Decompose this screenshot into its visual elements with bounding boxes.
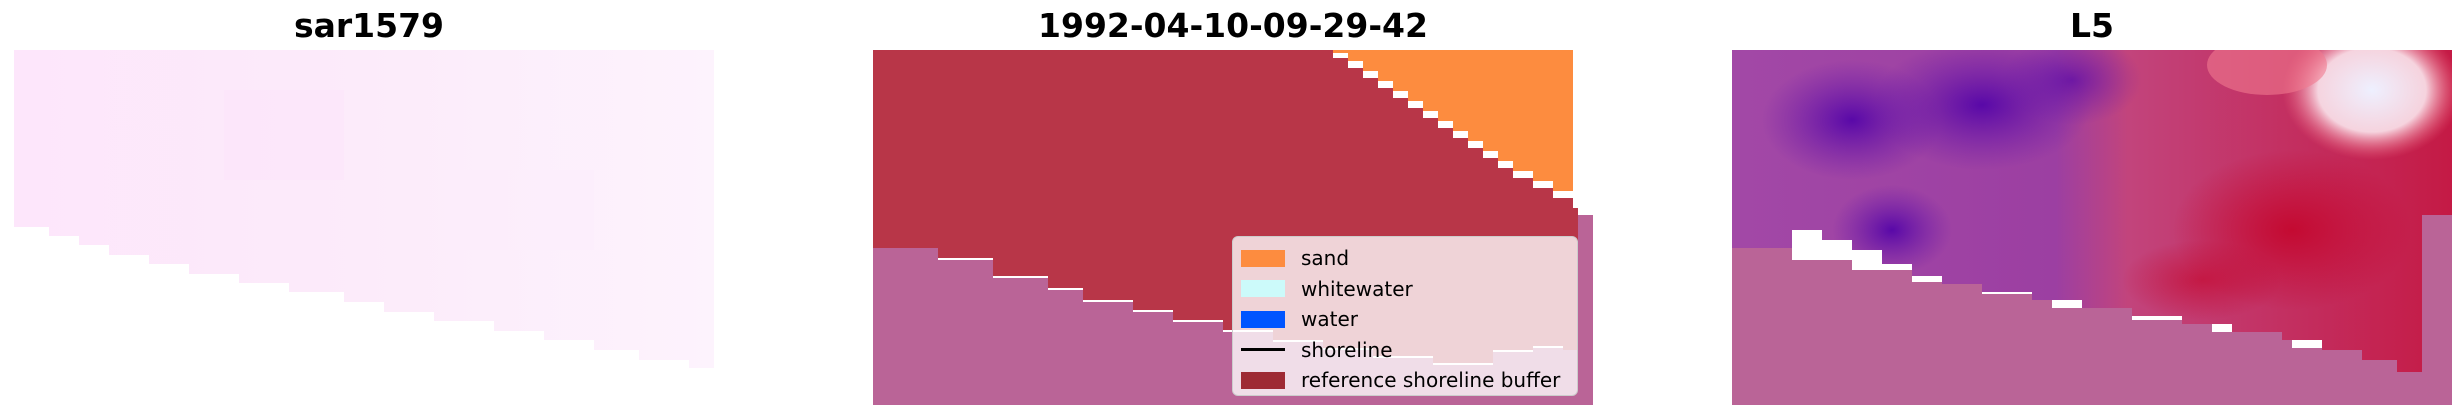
legend-label: water bbox=[1301, 307, 1358, 332]
legend-item: whitewater bbox=[1241, 274, 1569, 305]
rgb-image-patch bbox=[224, 90, 344, 180]
panel-title-index: L5 bbox=[2070, 6, 2114, 45]
legend-label: whitewater bbox=[1301, 276, 1413, 301]
legend-color-swatch bbox=[1241, 249, 1285, 267]
legend-label: reference shoreline buffer bbox=[1301, 368, 1561, 393]
panel-title-rgb: sar1579 bbox=[293, 6, 445, 45]
legend-color-swatch bbox=[1241, 280, 1285, 298]
rgb-image-panel bbox=[14, 50, 714, 368]
legend-item: water bbox=[1241, 304, 1569, 335]
panel-title-classification: 1992-04-10-09-29-42 bbox=[1038, 6, 1428, 45]
legend: sand whitewater water shoreline reference sh… bbox=[1232, 236, 1578, 396]
index-image-panel bbox=[1732, 50, 2452, 405]
legend-item: shoreline bbox=[1241, 335, 1569, 366]
rgb-image bbox=[14, 50, 714, 368]
rgb-image-patch bbox=[444, 170, 594, 250]
legend-item: sand bbox=[1241, 243, 1569, 274]
sand-region bbox=[1333, 50, 1573, 191]
legend-line-swatch bbox=[1241, 348, 1285, 352]
legend-color-swatch bbox=[1241, 310, 1285, 328]
legend-label: shoreline bbox=[1301, 337, 1393, 362]
legend-label: sand bbox=[1301, 246, 1350, 271]
legend-color-swatch bbox=[1241, 371, 1285, 389]
mask-region bbox=[873, 215, 1593, 405]
mask-region bbox=[1732, 215, 2452, 405]
legend-item: reference shoreline buffer bbox=[1241, 365, 1569, 396]
